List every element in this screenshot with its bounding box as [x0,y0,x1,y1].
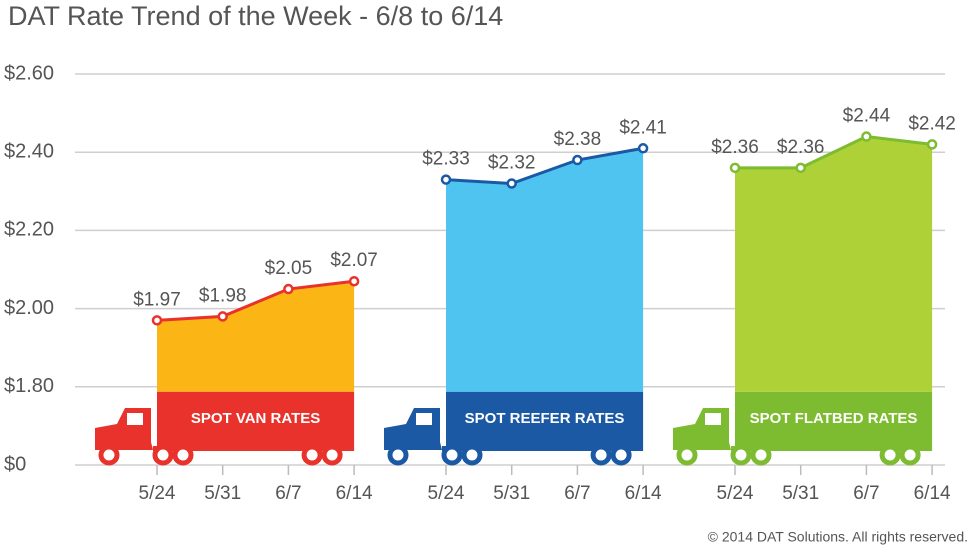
value-label: $2.05 [265,258,313,279]
area [446,148,644,392]
y-tick-label: $0 [4,453,26,475]
y-tick-label: $2.60 [4,62,54,84]
value-label: $1.98 [199,285,247,306]
x-tick-label: 6/7 [853,483,879,504]
truck-cab [673,408,731,450]
value-label: $2.33 [422,149,470,170]
point [283,283,294,295]
truck-wheel [899,444,921,466]
value-label: $2.36 [711,137,759,158]
footnote: © 2014 DAT Solutions. All rights reserve… [708,529,968,545]
truck-wheel [676,444,698,466]
truck-window [705,413,721,425]
value-label: $2.41 [619,117,667,138]
point [795,162,806,174]
y-tick-label: $2.20 [4,219,54,241]
point [926,139,938,150]
truck-wheel [321,444,343,466]
truck-chassis [153,446,355,451]
series-label: SPOT FLATBED RATES [750,410,918,427]
truck-box [446,391,644,446]
point [506,178,517,189]
x-tick-label: 5/24 [717,483,754,504]
truck-wheel [590,444,612,466]
truck-cab [95,408,153,450]
x-tick-label: 6/14 [625,483,662,504]
point [348,275,360,287]
truck-cab [384,408,442,450]
value-label: $2.36 [777,137,825,158]
point [572,154,583,166]
truck-chassis [442,446,644,451]
value-label: $2.07 [330,250,378,271]
x-tick-label: 5/24 [428,483,465,504]
line [735,135,933,170]
point [729,162,741,174]
x-tick-label: 6/14 [914,483,951,504]
truck-wheel [172,444,194,466]
truck-wheel [301,444,323,466]
truck-box [735,391,933,446]
x-tick-label: 6/7 [564,483,590,504]
truck-wheel [461,444,483,466]
point [637,143,649,154]
truck-wheel [750,444,772,466]
x-tick-label: 5/31 [493,483,530,504]
series-label: SPOT REEFER RATES [465,410,625,427]
truck-window [127,413,143,425]
point [440,174,452,185]
line [156,279,355,322]
y-tick-label: $1.80 [4,375,54,397]
x-tick-label: 5/31 [782,483,819,504]
value-label: $2.38 [554,129,602,150]
truck-wheel [441,444,463,466]
truck-wheel [610,444,632,466]
x-tick-label: 6/14 [336,483,373,504]
value-label: $2.32 [488,152,536,173]
truck-chassis [731,446,933,451]
truck-wheel [879,444,901,466]
truck-wheel [98,444,120,466]
x-tick-label: 5/24 [139,483,176,504]
point [217,311,228,322]
value-label: $2.44 [843,106,891,127]
area [735,136,933,392]
point [151,315,163,326]
truck-wheel [152,444,174,466]
truck-box [157,391,355,446]
truck-wheel [730,444,752,466]
y-tick-label: $2.00 [4,297,54,319]
value-label: $1.97 [133,289,181,310]
value-label: $2.42 [908,113,956,134]
x-tick-label: 5/31 [204,483,241,504]
series-label: SPOT VAN RATES [191,410,320,427]
chart-title: DAT Rate Trend of the Week - 6/8 to 6/14 [8,1,503,31]
x-tick-label: 6/7 [275,483,301,504]
area [157,281,355,392]
truck-window [416,413,432,425]
point [861,131,872,142]
truck-wheel [387,444,409,466]
line [445,146,644,185]
y-tick-label: $2.40 [4,140,54,162]
